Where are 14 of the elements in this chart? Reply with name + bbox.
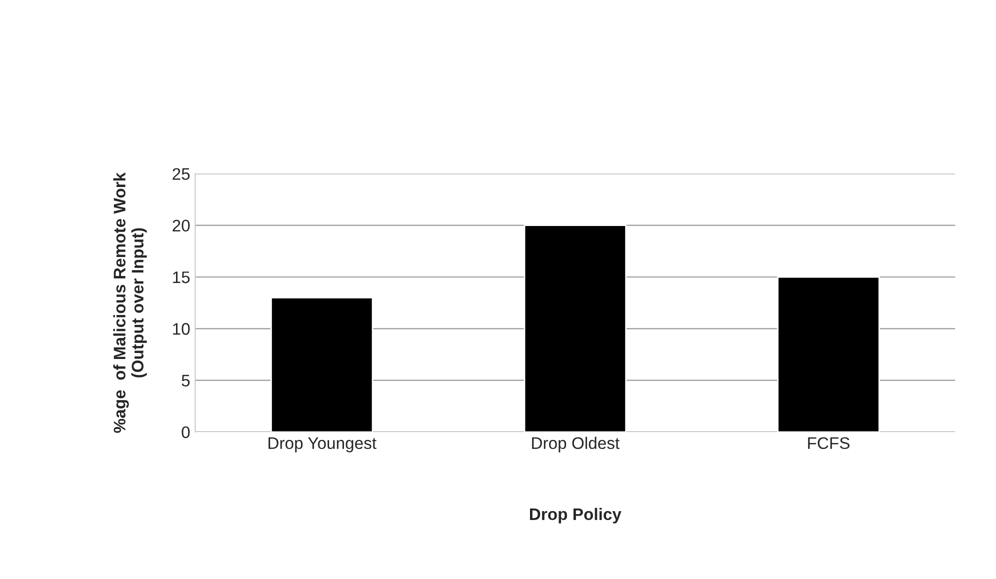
x-tick-label: Drop Youngest [268, 437, 376, 452]
bar [524, 224, 627, 432]
x-tick-label: FCFS [808, 437, 850, 450]
bar [270, 296, 374, 432]
bar [777, 276, 880, 432]
x-axis-title: Drop Policy [530, 508, 622, 524]
y-tick-label: 25 [172, 168, 190, 180]
y-tick-label: 15 [173, 272, 190, 284]
y-tick-label: 20 [172, 220, 190, 232]
x-tick-label: Drop Oldest [532, 436, 620, 452]
y-tick-label: 5 [182, 374, 190, 386]
y-tick-label: 10 [173, 323, 190, 335]
y-tick-label: 0 [182, 426, 190, 438]
y-axis-title: %age of Malicious Remote Work (Output over Input) [113, 172, 147, 433]
